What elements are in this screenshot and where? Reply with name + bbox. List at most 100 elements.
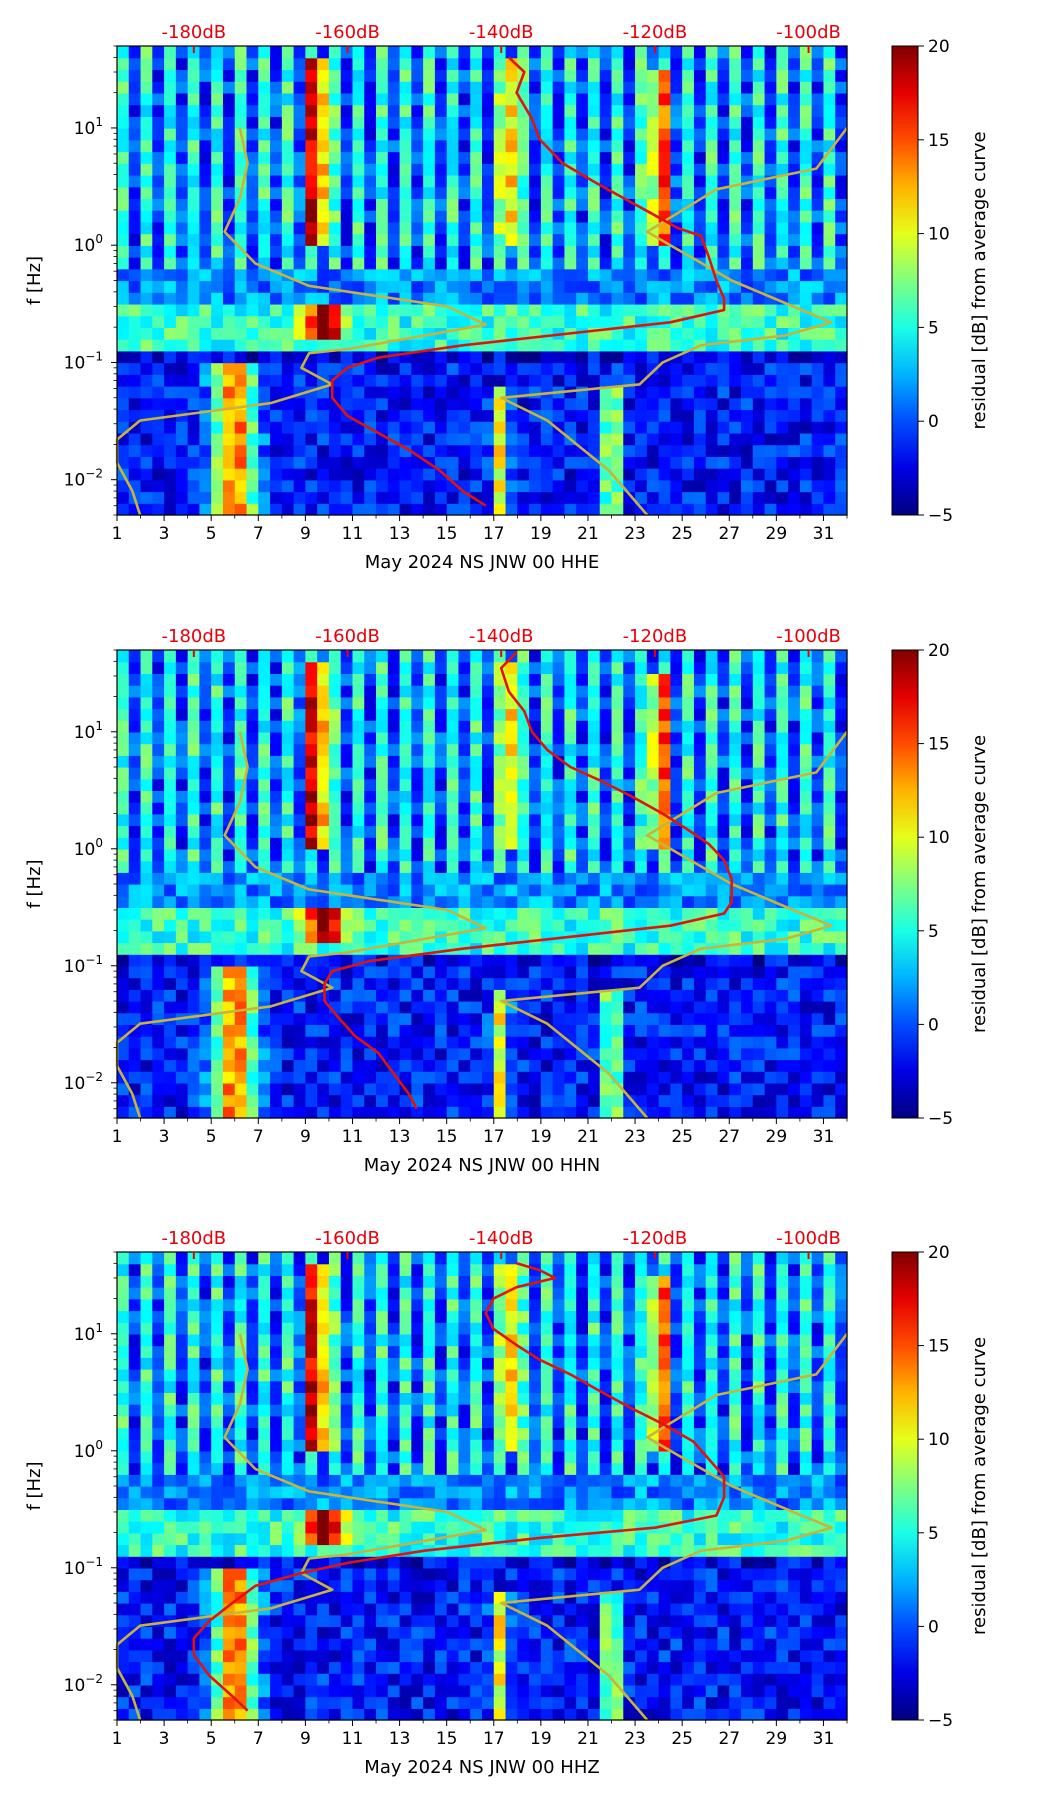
heatmap-cell bbox=[423, 837, 436, 850]
heatmap-cell bbox=[434, 257, 448, 270]
heatmap-cell bbox=[670, 685, 683, 698]
heatmap-cell bbox=[117, 116, 130, 129]
heatmap-cell bbox=[281, 685, 295, 698]
heatmap-cell bbox=[811, 409, 825, 422]
heatmap-cell bbox=[399, 186, 412, 200]
y-axis-label: f [Hz] bbox=[24, 256, 45, 305]
heatmap-cell bbox=[646, 421, 660, 434]
heatmap-cell bbox=[482, 650, 495, 663]
heatmap-cell bbox=[729, 92, 742, 106]
heatmap-cell bbox=[576, 1059, 589, 1072]
heatmap-cell bbox=[352, 1001, 365, 1014]
heatmap-cell bbox=[776, 708, 789, 721]
heatmap-cell bbox=[222, 755, 236, 768]
heatmap-cell bbox=[752, 767, 766, 780]
heatmap-cell bbox=[529, 1071, 542, 1084]
heatmap-cell bbox=[305, 1071, 318, 1084]
heatmap-cell bbox=[717, 81, 730, 94]
heatmap-cell bbox=[823, 456, 836, 469]
heatmap-cell bbox=[552, 245, 566, 258]
heatmap-cell bbox=[587, 257, 601, 270]
heatmap-cell bbox=[623, 128, 636, 141]
heatmap-cell bbox=[352, 198, 365, 211]
heatmap-cell bbox=[776, 1036, 789, 1049]
heatmap-cell bbox=[128, 989, 142, 1002]
heatmap-cell bbox=[505, 942, 518, 955]
heatmap-cell bbox=[693, 386, 707, 399]
heatmap-cell bbox=[670, 151, 683, 164]
heatmap-cell bbox=[564, 802, 577, 815]
heatmap-cell bbox=[458, 315, 471, 328]
heatmap-cell bbox=[270, 802, 283, 815]
heatmap-cell bbox=[658, 989, 671, 1002]
heatmap-cell bbox=[705, 491, 719, 504]
heatmap-cell bbox=[576, 813, 589, 827]
heatmap-cell bbox=[340, 977, 354, 990]
heatmap-cell bbox=[376, 327, 389, 340]
heatmap-cell bbox=[222, 315, 236, 328]
heatmap-cell bbox=[670, 673, 683, 686]
heatmap-cell bbox=[658, 362, 671, 375]
heatmap-cell bbox=[423, 81, 436, 94]
heatmap-cell bbox=[281, 954, 295, 967]
heatmap-cell bbox=[458, 1094, 471, 1107]
heatmap-cell bbox=[317, 825, 330, 838]
heatmap-cell bbox=[564, 57, 577, 71]
heatmap-cell bbox=[540, 350, 554, 364]
heatmap-cell bbox=[270, 1012, 283, 1025]
heatmap-cell bbox=[776, 46, 789, 59]
heatmap-cell bbox=[222, 327, 236, 340]
heatmap-cell bbox=[493, 374, 507, 387]
heatmap-cell bbox=[670, 456, 683, 469]
heatmap-cell bbox=[305, 92, 318, 106]
heatmap-cell bbox=[564, 860, 577, 873]
heatmap-cell bbox=[693, 221, 707, 235]
heatmap-cell bbox=[646, 930, 660, 944]
heatmap-cell bbox=[693, 92, 707, 106]
heatmap-cell bbox=[670, 860, 683, 873]
heatmap-cell bbox=[222, 198, 236, 211]
heatmap-cell bbox=[646, 503, 660, 516]
heatmap-cell bbox=[340, 128, 354, 141]
heatmap-cell bbox=[482, 954, 495, 967]
heatmap-cell bbox=[788, 731, 801, 745]
heatmap-cell bbox=[517, 685, 530, 698]
heatmap-cell bbox=[434, 778, 448, 791]
heatmap-cell bbox=[140, 790, 153, 803]
heatmap-cell bbox=[164, 116, 177, 129]
heatmap-cell bbox=[482, 81, 495, 94]
heatmap-cell bbox=[446, 989, 460, 1002]
heatmap-cell bbox=[234, 977, 248, 990]
heatmap-cell bbox=[799, 895, 813, 908]
heatmap-cell bbox=[470, 1036, 483, 1049]
heatmap-cell bbox=[117, 661, 130, 674]
heatmap-cell bbox=[741, 386, 754, 399]
heatmap-cell bbox=[281, 942, 295, 955]
heatmap-cell bbox=[175, 210, 189, 223]
heatmap-cell bbox=[470, 116, 483, 129]
heatmap-cell bbox=[211, 69, 224, 82]
heatmap-cell bbox=[305, 491, 318, 504]
heatmap-cell bbox=[423, 1071, 436, 1084]
heatmap-cell bbox=[387, 977, 401, 990]
heatmap-cell bbox=[387, 778, 401, 791]
heatmap-cell bbox=[399, 1036, 412, 1049]
heatmap-cell bbox=[175, 1082, 189, 1096]
heatmap-cell bbox=[199, 46, 212, 59]
heatmap-cell bbox=[693, 397, 707, 411]
heatmap-cell bbox=[493, 977, 507, 990]
heatmap-cell bbox=[811, 421, 825, 434]
heatmap-cell bbox=[352, 268, 365, 282]
heatmap-cell bbox=[493, 1024, 507, 1037]
heatmap-cell bbox=[152, 1001, 165, 1014]
heatmap-cell bbox=[258, 731, 271, 745]
heatmap-cell bbox=[599, 965, 613, 979]
heatmap-cell bbox=[658, 848, 671, 862]
heatmap-cell bbox=[128, 1001, 142, 1014]
heatmap-cell bbox=[576, 895, 589, 908]
heatmap-cell bbox=[364, 673, 377, 686]
heatmap-cell bbox=[741, 1082, 754, 1096]
heatmap-cell bbox=[493, 186, 507, 200]
heatmap-cell bbox=[317, 186, 330, 200]
heatmap-cell bbox=[611, 685, 624, 698]
